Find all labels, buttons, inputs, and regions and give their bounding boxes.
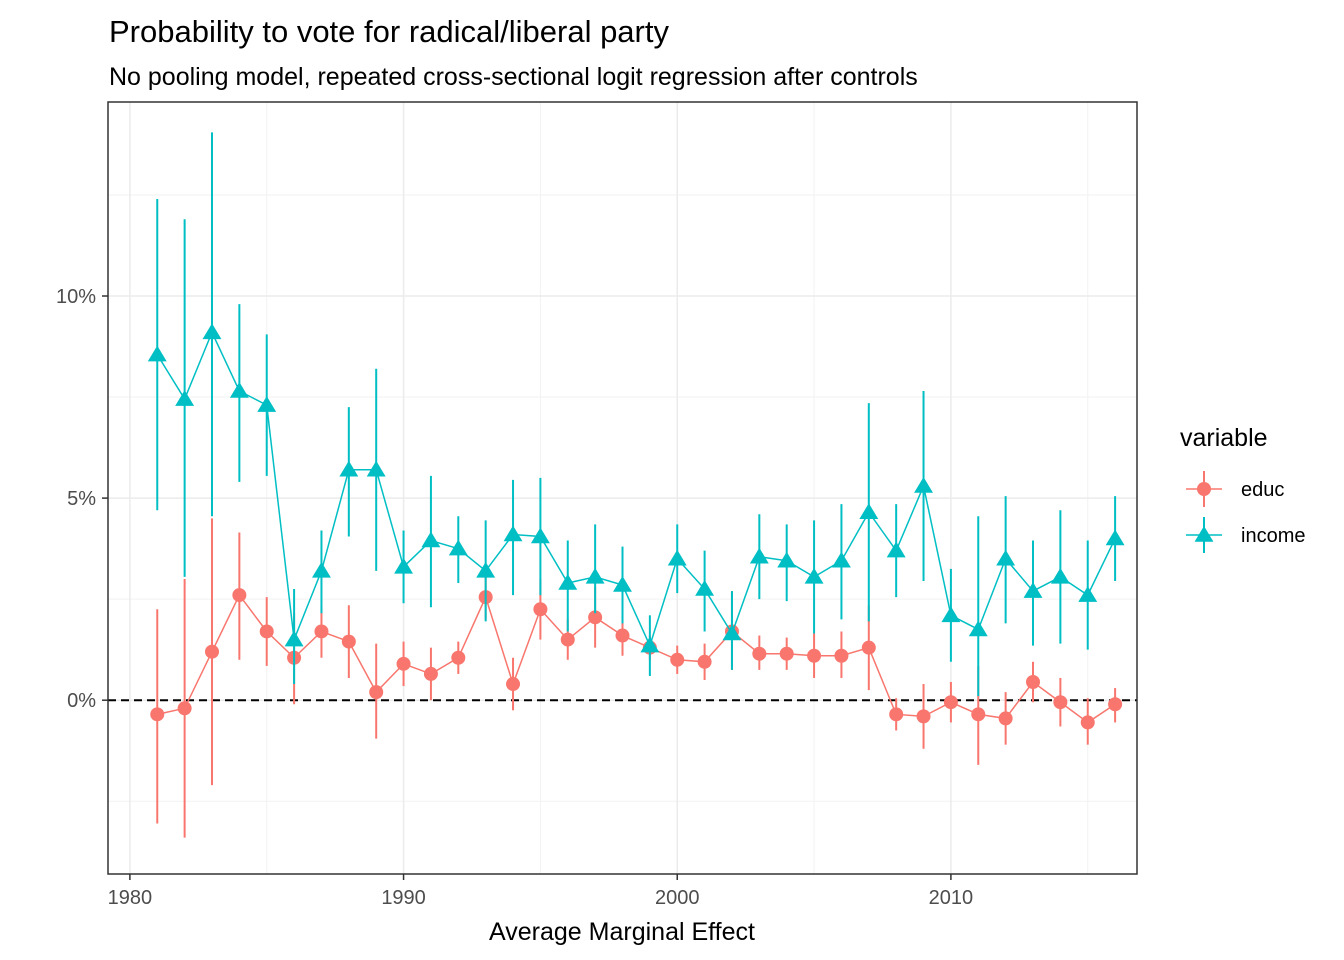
income-point [476, 561, 496, 578]
income-point [175, 390, 195, 406]
educ-point [697, 654, 712, 669]
legend-label: educ [1241, 479, 1284, 501]
educ-point [889, 707, 904, 722]
x-tick-label: 2010 [929, 887, 974, 909]
educ-point [314, 624, 329, 639]
legend-key-marker [1194, 526, 1214, 542]
income-point [339, 460, 359, 477]
income-point [229, 381, 249, 398]
educ-point [615, 628, 630, 643]
income-point [667, 549, 687, 566]
educ-point [916, 709, 931, 724]
income-point [257, 396, 277, 412]
chart-title: Probability to vote for radical/liberal … [109, 14, 669, 49]
educ-point [834, 648, 849, 663]
educ-point [259, 624, 274, 639]
income-point [859, 503, 879, 520]
educ-point [752, 646, 767, 661]
income-point [448, 539, 468, 556]
educ-point [341, 634, 356, 649]
income-point [968, 620, 988, 637]
income-point [722, 624, 742, 641]
educ-point [369, 685, 384, 700]
income-point [147, 345, 167, 362]
educ-point [1053, 695, 1068, 710]
x-tick-label: 1990 [381, 887, 426, 909]
legend-title: variable [1180, 424, 1268, 452]
educ-point [177, 701, 192, 716]
income-point [366, 460, 386, 477]
x-axis: 1980 1990 2000 2010 [108, 874, 974, 909]
income-point [749, 547, 769, 564]
educ-point [1108, 697, 1123, 712]
income-point [421, 531, 441, 548]
income-point [284, 630, 304, 647]
income-point [695, 580, 715, 596]
y-tick-label: 0% [67, 690, 96, 712]
income-point [394, 557, 414, 574]
income-point [941, 606, 961, 623]
educ-point [807, 648, 822, 663]
income-point [1050, 567, 1070, 584]
y-axis: 0% 5% 10% [56, 286, 108, 712]
income-point [886, 541, 906, 558]
income-point [914, 476, 933, 493]
educ-point [232, 588, 247, 603]
educ-point [560, 632, 575, 647]
educ-point [1026, 675, 1041, 690]
series-layer [147, 132, 1125, 838]
income-point [1023, 582, 1043, 598]
legend-label: income [1241, 525, 1305, 547]
educ-point [204, 644, 219, 659]
income-point [777, 551, 797, 568]
legend-items: educ income [1186, 471, 1305, 553]
educ-point [506, 677, 521, 692]
income-point [640, 636, 660, 653]
income-point [503, 525, 523, 542]
income-point [1078, 586, 1098, 602]
educ-point [670, 652, 685, 667]
educ-point [150, 707, 165, 722]
income-point [996, 549, 1016, 566]
income-point [312, 561, 331, 578]
legend-key-marker [1197, 482, 1211, 496]
income-point [613, 576, 632, 592]
income-point [831, 551, 851, 568]
income-point [585, 567, 605, 584]
educ-point [1080, 715, 1095, 730]
x-tick-label: 1980 [108, 887, 153, 909]
income-point [1105, 529, 1125, 546]
educ-point [423, 666, 438, 681]
educ-point [971, 707, 986, 722]
educ-point [861, 640, 876, 655]
educ-point [943, 695, 958, 710]
income-point [530, 527, 550, 544]
x-axis-title: Average Marginal Effect [489, 918, 755, 946]
income-point [804, 567, 824, 584]
legend-item-educ: educ [1186, 471, 1284, 507]
y-tick-label: 5% [67, 488, 96, 510]
plot-background [108, 102, 1137, 874]
educ-point [588, 610, 603, 625]
plot-area [107, 101, 1138, 875]
income-point [202, 323, 222, 340]
y-tick-label: 10% [56, 286, 96, 308]
legend: variable educ income [1180, 424, 1305, 553]
series-income [147, 132, 1125, 697]
educ-point [396, 656, 411, 671]
educ-point [533, 602, 548, 617]
legend-item-income: income [1186, 517, 1305, 553]
x-tick-label: 2000 [655, 887, 700, 909]
educ-point [998, 711, 1013, 726]
income-point [558, 573, 578, 590]
educ-point [451, 650, 466, 665]
educ-point [779, 646, 794, 661]
plot-border [107, 101, 1138, 875]
chart-subtitle: No pooling model, repeated cross-section… [109, 63, 918, 91]
